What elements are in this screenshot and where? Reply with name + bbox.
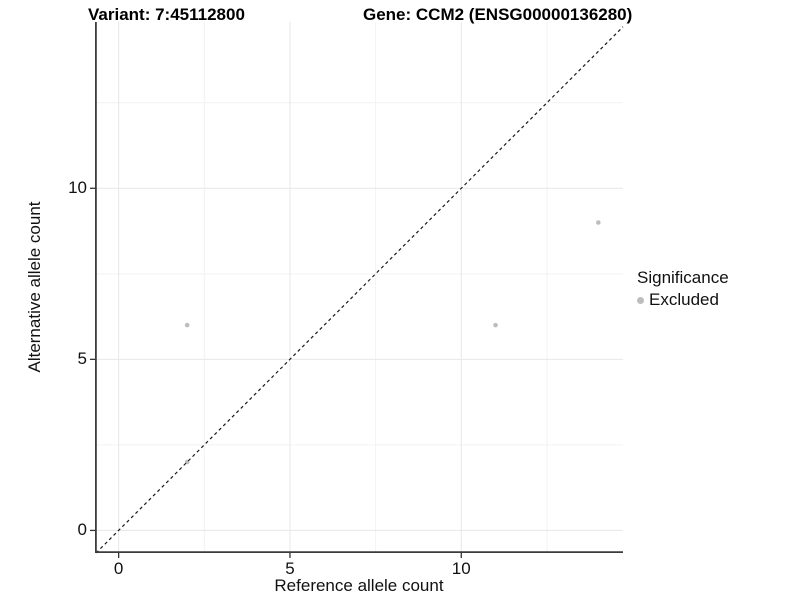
identity-dashed-line (95, 26, 624, 554)
legend: Significance Excluded (637, 268, 729, 310)
x-tick-label: 0 (113, 559, 124, 578)
y-axis-label: Alternative allele count (25, 201, 44, 373)
data-point (596, 220, 601, 225)
x-tick-label: 5 (285, 559, 295, 578)
y-tick-label: 0 (77, 520, 87, 540)
plot-title-gene: Gene: CCM2 (ENSG00000136280) (363, 5, 633, 24)
x-tick-label: 10 (451, 559, 471, 578)
y-tick-label: 10 (68, 178, 87, 198)
plot-panel (90, 22, 624, 558)
x-axis-label: Reference allele count (274, 576, 444, 595)
legend-point-icon (637, 296, 644, 304)
data-point (493, 322, 498, 328)
data-point (184, 322, 190, 328)
y-tick-label: 5 (77, 349, 87, 369)
legend-title: Significance (637, 268, 729, 287)
legend-entry-excluded: Excluded (637, 290, 729, 310)
legend-entry-label: Excluded (649, 290, 719, 309)
plot-title-variant: Variant: 7:45112800 (88, 5, 245, 24)
